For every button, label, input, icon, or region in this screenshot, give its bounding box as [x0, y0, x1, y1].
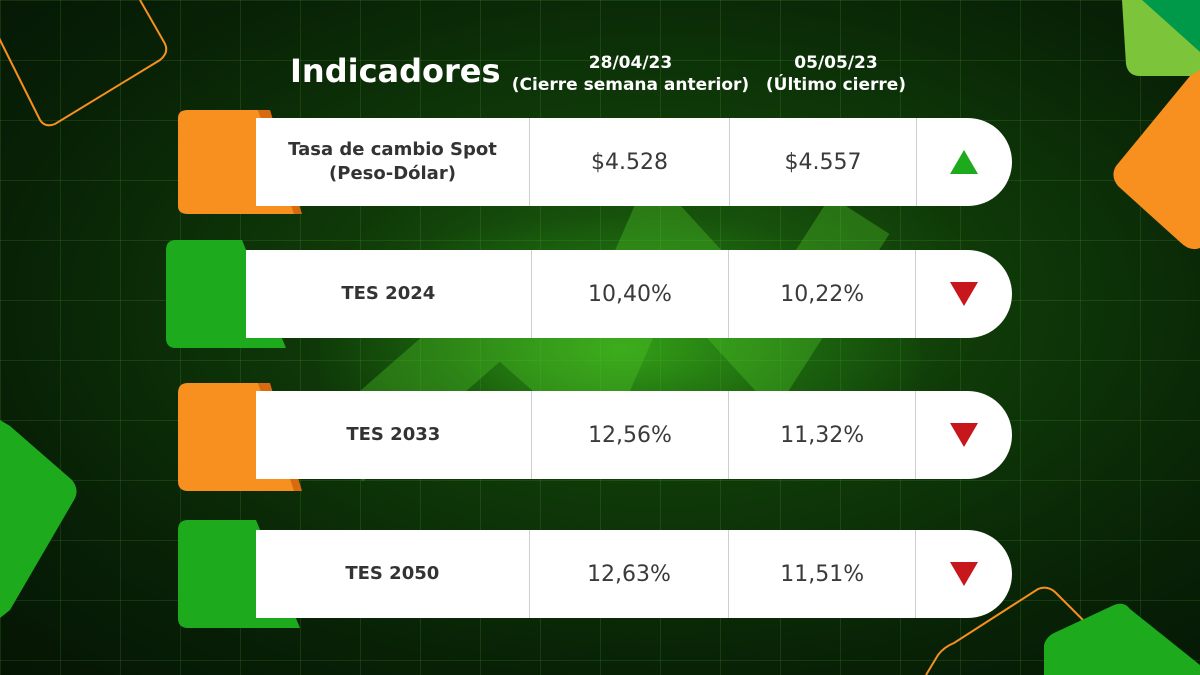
trend-cell: [916, 391, 1012, 479]
previous-close-value: 12,56%: [532, 391, 730, 479]
trend-down-icon: [950, 423, 979, 447]
last-close-value: 11,32%: [729, 391, 917, 479]
indicator-row: Tasa de cambio Spot (Peso-Dólar) $4.528 …: [0, 110, 1200, 230]
deco-green-left: [0, 420, 77, 618]
column-header-last: 05/05/23 (Último cierre): [760, 52, 912, 96]
column-header-previous-sub: (Cierre semana anterior): [511, 75, 750, 95]
indicator-label-line1: TES 2024: [341, 283, 436, 304]
indicator-card: Tasa de cambio Spot (Peso-Dólar) $4.528 …: [256, 118, 1012, 206]
indicator-label: TES 2050: [256, 530, 530, 618]
deco-orange-right: [1113, 70, 1200, 250]
previous-close-value: 10,40%: [532, 250, 730, 338]
trend-up-icon: [950, 150, 978, 174]
indicator-label: TES 2033: [256, 391, 532, 479]
indicator-row: TES 2050 12,63% 11,51%: [0, 520, 1200, 640]
indicator-label-line2: (Peso-Dólar): [329, 163, 456, 184]
last-close-value: 10,22%: [729, 250, 917, 338]
deco-green-topright: [1122, 0, 1200, 76]
column-header-previous: 28/04/23 (Cierre semana anterior): [503, 52, 758, 96]
trend-cell: [916, 530, 1012, 618]
column-header-last-date: 05/05/23: [794, 53, 878, 73]
indicator-row: TES 2033 12,56% 11,32%: [0, 383, 1200, 503]
trend-down-icon: [950, 562, 979, 586]
indicator-row: TES 2024 10,40% 10,22%: [0, 240, 1200, 360]
previous-close-value: $4.528: [530, 118, 730, 206]
indicator-label: TES 2024: [246, 250, 532, 338]
indicator-card: TES 2033 12,56% 11,32%: [256, 391, 1012, 479]
indicator-label: Tasa de cambio Spot (Peso-Dólar): [256, 118, 530, 206]
column-header-last-sub: (Último cierre): [765, 75, 907, 95]
trend-cell: [917, 118, 1011, 206]
indicator-card: TES 2050 12,63% 11,51%: [256, 530, 1012, 618]
previous-close-value: 12,63%: [530, 530, 730, 618]
page-title: Indicadores: [290, 52, 501, 90]
last-close-value: $4.557: [730, 118, 917, 206]
indicator-card: TES 2024 10,40% 10,22%: [246, 250, 1012, 338]
last-close-value: 11,51%: [729, 530, 917, 618]
indicator-label-line1: TES 2050: [345, 563, 440, 584]
indicator-label-line1: TES 2033: [346, 424, 441, 445]
column-header-previous-date: 28/04/23: [588, 53, 673, 73]
trend-cell: [916, 250, 1012, 338]
trend-down-icon: [950, 282, 979, 306]
deco-bottom-right: [925, 586, 1200, 675]
indicator-label-line1: Tasa de cambio Spot: [288, 139, 497, 160]
deco-outline-topleft: [0, 0, 168, 127]
